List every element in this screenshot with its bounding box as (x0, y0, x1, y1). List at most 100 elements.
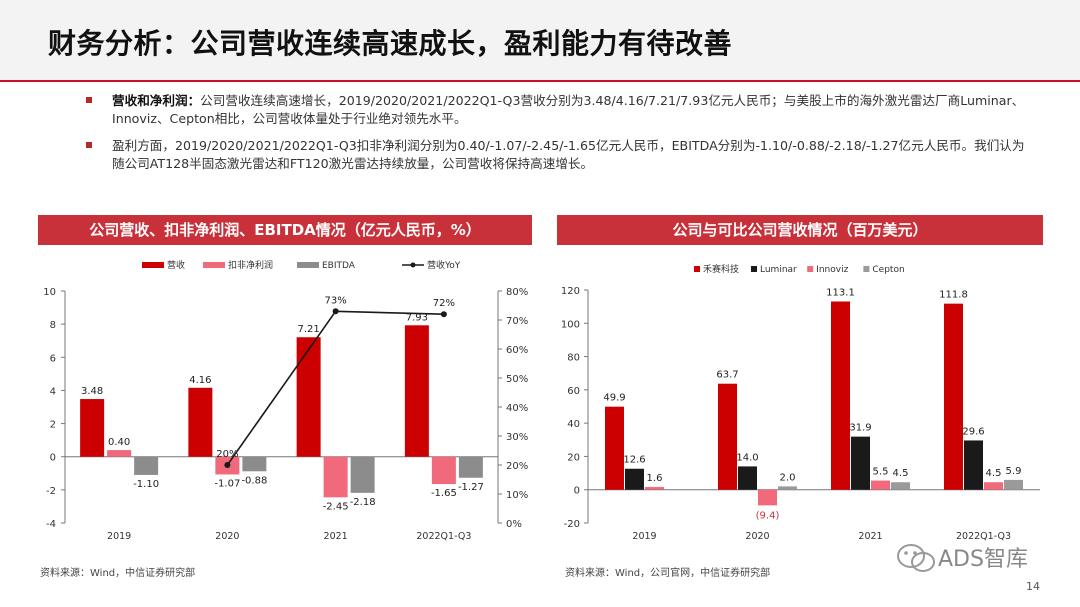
page-number: 14 (1026, 580, 1040, 593)
left-yoy-label: 20% (216, 449, 238, 460)
left-bar-label: -1.27 (458, 482, 484, 493)
right-bar-1 (625, 468, 644, 490)
title-bar: 财务分析：公司营收连续高速成长，盈利能力有待改善 (0, 0, 1080, 82)
left-ytick-label: -4 (46, 519, 56, 530)
left-legend-swatch (297, 262, 319, 268)
right-bar-label: 4.5 (893, 468, 909, 479)
left-yoy-point (224, 462, 231, 468)
left-bar-2 (242, 456, 267, 472)
right-xtick-label: 2021 (858, 531, 882, 542)
left-bar-label: 7.93 (406, 312, 428, 323)
right-legend-label: 禾赛科技 (703, 263, 739, 275)
left-legend-label: 营收YoY (427, 259, 461, 271)
title-rule (0, 80, 1080, 82)
right-bar-label: 2.0 (780, 472, 796, 483)
left-y2tick-label: 80% (506, 287, 528, 298)
left-bar-label: -0.88 (241, 475, 267, 486)
bullet-revenue: 营收和净利润：公司营收连续高速增长，2019/2020/2021/2022Q1-… (86, 92, 1036, 128)
right-bar-label: 5.5 (873, 467, 889, 478)
right-xtick-label: 2019 (632, 531, 656, 542)
left-bar-label: 3.48 (81, 386, 103, 397)
right-bar-label: 31.9 (849, 423, 871, 434)
left-source: 资料来源：Wind，中信证券研究部 (40, 568, 196, 579)
left-yoy-label: 73% (325, 295, 347, 306)
right-bar-1 (964, 440, 983, 490)
right-bar-2 (758, 489, 777, 506)
left-bar-1 (107, 450, 132, 457)
left-ytick-label: 8 (50, 320, 56, 331)
left-yoy-point (440, 311, 447, 318)
left-ytick-label: 6 (50, 353, 56, 364)
left-legend-label: 扣非净利润 (228, 259, 273, 271)
right-ytick-label: 60 (567, 386, 580, 397)
left-ytick-label: 10 (43, 287, 56, 298)
left-ytick-label: 2 (50, 420, 56, 431)
left-bar-label: -2.18 (350, 497, 376, 508)
left-legend-line-dot (410, 262, 416, 268)
right-ytick-label: 80 (567, 353, 580, 364)
right-bar-2 (871, 480, 890, 490)
left-y2tick-label: 40% (506, 403, 528, 414)
right-bar-label: 5.9 (1006, 466, 1022, 477)
left-ytick-label: -2 (46, 486, 56, 497)
right-bar-2 (645, 487, 664, 490)
right-ytick-label: 120 (561, 286, 580, 297)
right-panel-header: 公司与可比公司营收情况（百万美元） (557, 215, 1043, 245)
right-legend-swatch (807, 266, 814, 272)
right-bar-0 (944, 303, 963, 490)
left-bar-label: -1.10 (133, 479, 159, 490)
right-legend-swatch (751, 266, 757, 272)
right-bar-label: 111.8 (939, 290, 968, 301)
right-legend-swatch (694, 266, 700, 272)
left-bar-label: -1.07 (214, 478, 240, 489)
left-legend-label: 营收 (167, 259, 185, 271)
right-bar-0 (718, 383, 737, 490)
left-xtick-label: 2020 (215, 531, 239, 542)
bullet-text: 公司营收连续高速增长，2019/2020/2021/2022Q1-Q3营收分别为… (112, 93, 1025, 126)
left-yoy-point (332, 308, 339, 315)
left-legend-swatch (203, 262, 225, 268)
right-bar-1 (851, 436, 870, 490)
right-bar-label: 12.6 (623, 455, 645, 466)
left-xtick-label: 2019 (107, 531, 131, 542)
right-bar-label: 29.6 (962, 426, 984, 437)
right-bar-3 (778, 486, 797, 490)
left-y2tick-label: 70% (506, 316, 528, 327)
left-bar-label: 0.40 (108, 437, 130, 448)
page-title: 财务分析：公司营收连续高速成长，盈利能力有待改善 (48, 27, 733, 60)
right-ytick-label: 0 (574, 486, 580, 497)
left-y2tick-label: 30% (506, 432, 528, 443)
right-bar-0 (605, 406, 624, 490)
right-legend-label: Cepton (872, 265, 904, 275)
right-bar-3 (1004, 479, 1023, 490)
left-bar-1 (323, 456, 348, 498)
right-bar-0 (831, 301, 850, 490)
left-ytick-label: 4 (50, 386, 56, 397)
right-ytick-label: 20 (567, 452, 580, 463)
right-legend-label: Innoviz (816, 265, 848, 275)
right-legend-label: Luminar (760, 265, 797, 275)
right-bar-label: 14.0 (736, 452, 758, 463)
right-bar-1 (738, 466, 757, 490)
right-bar-label: 63.7 (716, 370, 738, 381)
left-bar-0 (80, 399, 105, 457)
left-bar-label: 4.16 (189, 375, 211, 386)
left-yoy-label: 72% (433, 298, 455, 309)
right-bar-3 (891, 482, 910, 490)
left-y2tick-label: 0% (506, 519, 522, 530)
left-y2tick-label: 20% (506, 461, 528, 472)
left-legend-label: EBITDA (322, 261, 356, 271)
left-y2tick-label: 50% (506, 374, 528, 385)
left-bar-2 (134, 456, 159, 475)
bullet-bold-label: 营收和净利润： (112, 93, 201, 108)
right-bar-label: 113.1 (826, 287, 855, 298)
left-bar-0 (296, 337, 321, 457)
left-panel-header: 公司营收、扣非净利润、EBITDA情况（亿元人民币，%） (38, 215, 532, 245)
right-bar-label: 49.9 (603, 393, 625, 404)
left-xtick-label: 2021 (324, 531, 348, 542)
right-legend-swatch (863, 266, 870, 272)
left-ytick-label: 0 (50, 453, 56, 464)
right-xtick-label: 2020 (745, 531, 769, 542)
right-xtick-label: 2022Q1-Q3 (956, 531, 1011, 542)
bullet-list: 营收和净利润：公司营收连续高速增长，2019/2020/2021/2022Q1-… (86, 92, 1036, 182)
